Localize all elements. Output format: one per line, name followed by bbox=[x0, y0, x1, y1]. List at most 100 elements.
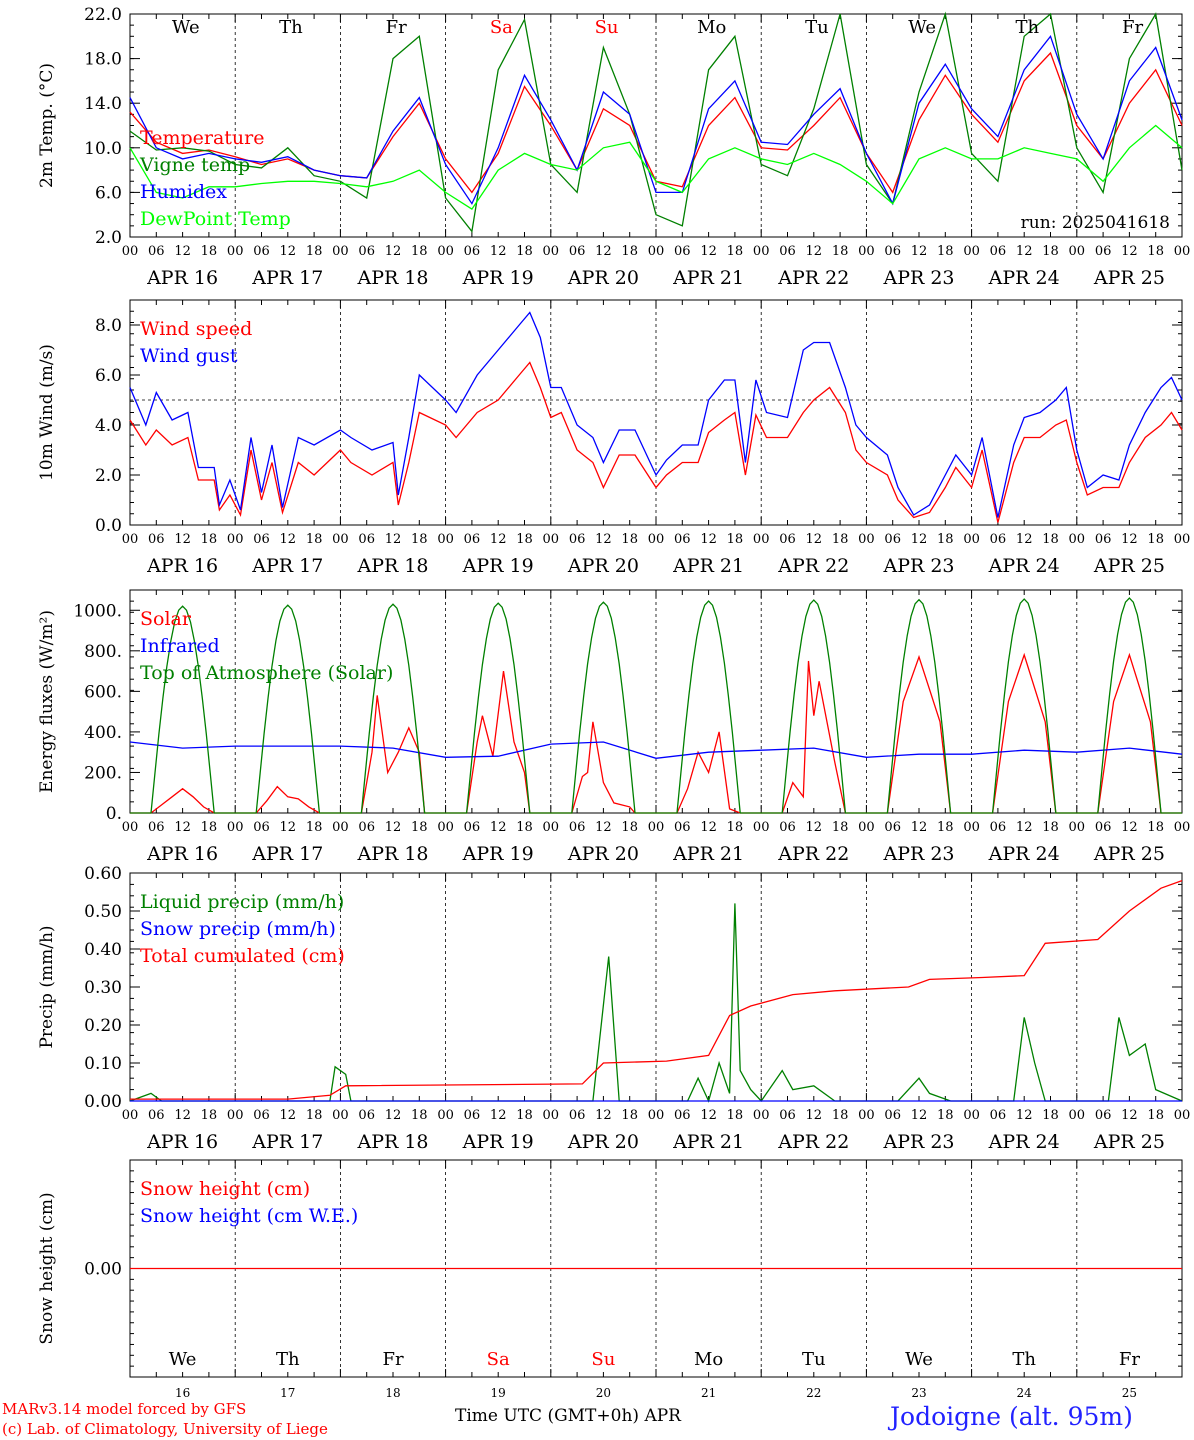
weekday-label: Tu bbox=[802, 1349, 826, 1370]
series-line bbox=[129, 311, 1183, 518]
hour-tick-label: 18 bbox=[727, 244, 744, 259]
weekday-label: Sa bbox=[490, 17, 513, 38]
day-number-label: 22 bbox=[806, 1386, 821, 1400]
hour-tick-label: 00 bbox=[227, 244, 244, 259]
weekday-label: We bbox=[169, 1349, 197, 1370]
hour-tick-label: 06 bbox=[674, 1108, 691, 1123]
legend-entry: Total cumulated (cm) bbox=[140, 945, 345, 967]
hour-tick-label: 00 bbox=[122, 244, 139, 259]
day-number-label: 18 bbox=[385, 1386, 400, 1400]
hour-tick-label: 06 bbox=[674, 532, 691, 547]
series-line bbox=[130, 879, 1183, 1100]
hour-tick-label: 00 bbox=[858, 532, 875, 547]
hour-tick-label: 12 bbox=[700, 244, 717, 259]
y-tick-label: 8.0 bbox=[95, 316, 122, 336]
hour-tick-label: 18 bbox=[306, 1108, 323, 1123]
lab-credit: (c) Lab. of Climatology, University of L… bbox=[2, 1420, 328, 1438]
date-label: APR 21 bbox=[672, 267, 744, 289]
hour-tick-label: 12 bbox=[595, 820, 612, 835]
hour-tick-label: 18 bbox=[516, 244, 533, 259]
y-axis-label: Energy fluxes (W/m²) bbox=[37, 610, 57, 793]
y-tick-label: 22.0 bbox=[84, 5, 122, 25]
y-axis-label: Snow height (cm) bbox=[37, 1192, 57, 1344]
hour-tick-label: 00 bbox=[437, 820, 454, 835]
hour-tick-label: 12 bbox=[1016, 820, 1033, 835]
hour-tick-label: 06 bbox=[253, 244, 270, 259]
hour-tick-label: 06 bbox=[990, 532, 1007, 547]
hour-tick-label: 18 bbox=[937, 532, 954, 547]
time-axis-label: Time UTC (GMT+0h) APR bbox=[455, 1406, 681, 1426]
hour-tick-label: 18 bbox=[1147, 532, 1164, 547]
hour-tick-label: 12 bbox=[911, 532, 928, 547]
hour-tick-label: 00 bbox=[1174, 1108, 1191, 1123]
hour-tick-label: 06 bbox=[1095, 820, 1112, 835]
series-line bbox=[129, 11, 1183, 233]
date-label: APR 19 bbox=[462, 267, 534, 289]
legend-entry: Snow height (cm W.E.) bbox=[140, 1205, 358, 1227]
date-label: APR 17 bbox=[251, 843, 323, 865]
hour-tick-label: 12 bbox=[385, 1108, 402, 1123]
hour-tick-label: 06 bbox=[884, 1108, 901, 1123]
legend-entry: Solar bbox=[140, 608, 192, 630]
legend-entry: Top of Atmosphere (Solar) bbox=[140, 662, 393, 684]
hour-tick-label: 18 bbox=[306, 244, 323, 259]
hour-tick-label: 12 bbox=[806, 1108, 823, 1123]
y-tick-label: 2.0 bbox=[95, 466, 122, 486]
hour-tick-label: 00 bbox=[858, 244, 875, 259]
hour-tick-label: 18 bbox=[411, 1108, 428, 1123]
date-label: APR 25 bbox=[1093, 555, 1165, 577]
weekday-label: Th bbox=[1012, 1349, 1036, 1370]
hour-tick-label: 06 bbox=[990, 820, 1007, 835]
hour-tick-label: 00 bbox=[648, 820, 665, 835]
hour-tick-label: 06 bbox=[253, 1108, 270, 1123]
hour-tick-label: 18 bbox=[621, 1108, 638, 1123]
series-line bbox=[129, 741, 1183, 759]
weekday-label: Su bbox=[595, 17, 619, 38]
hour-tick-label: 12 bbox=[1121, 1108, 1138, 1123]
hour-tick-label: 18 bbox=[621, 820, 638, 835]
hour-tick-label: 18 bbox=[727, 820, 744, 835]
date-label: APR 23 bbox=[882, 555, 954, 577]
hour-tick-label: 12 bbox=[385, 820, 402, 835]
hour-tick-label: 12 bbox=[1121, 820, 1138, 835]
hour-tick-label: 00 bbox=[227, 532, 244, 547]
hour-tick-label: 00 bbox=[122, 820, 139, 835]
hour-tick-label: 12 bbox=[700, 532, 717, 547]
hour-tick-label: 00 bbox=[437, 244, 454, 259]
date-label: APR 18 bbox=[356, 843, 428, 865]
legend-entry: Wind speed bbox=[140, 318, 252, 340]
hour-tick-label: 12 bbox=[911, 244, 928, 259]
date-label: APR 19 bbox=[462, 1131, 534, 1153]
y-axis-label: 2m Temp. (°C) bbox=[37, 63, 57, 188]
hour-tick-label: 00 bbox=[543, 1108, 560, 1123]
hour-tick-label: 00 bbox=[332, 820, 349, 835]
y-tick-label: 10.0 bbox=[84, 139, 122, 159]
hour-tick-label: 06 bbox=[884, 820, 901, 835]
hour-tick-label: 00 bbox=[1069, 244, 1086, 259]
hour-tick-label: 00 bbox=[122, 532, 139, 547]
date-label: APR 18 bbox=[356, 1131, 428, 1153]
y-tick-label: 400. bbox=[84, 723, 122, 743]
hour-tick-label: 00 bbox=[753, 244, 770, 259]
date-label: APR 16 bbox=[146, 1131, 218, 1153]
y-tick-label: 4.0 bbox=[95, 416, 122, 436]
weekday-label: Th bbox=[276, 1349, 300, 1370]
date-label: APR 25 bbox=[1093, 843, 1165, 865]
hour-tick-label: 00 bbox=[227, 820, 244, 835]
hour-tick-label: 06 bbox=[884, 532, 901, 547]
hour-tick-label: 12 bbox=[595, 532, 612, 547]
hour-tick-label: 06 bbox=[148, 1108, 165, 1123]
hour-tick-label: 12 bbox=[385, 244, 402, 259]
hour-tick-label: 06 bbox=[464, 244, 481, 259]
hour-tick-label: 06 bbox=[148, 532, 165, 547]
hour-tick-label: 18 bbox=[1147, 820, 1164, 835]
location-label: Jodoigne (alt. 95m) bbox=[890, 1402, 1133, 1431]
hour-tick-label: 18 bbox=[832, 532, 849, 547]
hour-tick-label: 00 bbox=[1069, 532, 1086, 547]
date-label: APR 18 bbox=[356, 267, 428, 289]
date-label: APR 24 bbox=[988, 267, 1060, 289]
date-label: APR 20 bbox=[567, 555, 639, 577]
hour-tick-label: 18 bbox=[411, 244, 428, 259]
hour-tick-label: 18 bbox=[201, 532, 218, 547]
hour-tick-label: 18 bbox=[832, 820, 849, 835]
